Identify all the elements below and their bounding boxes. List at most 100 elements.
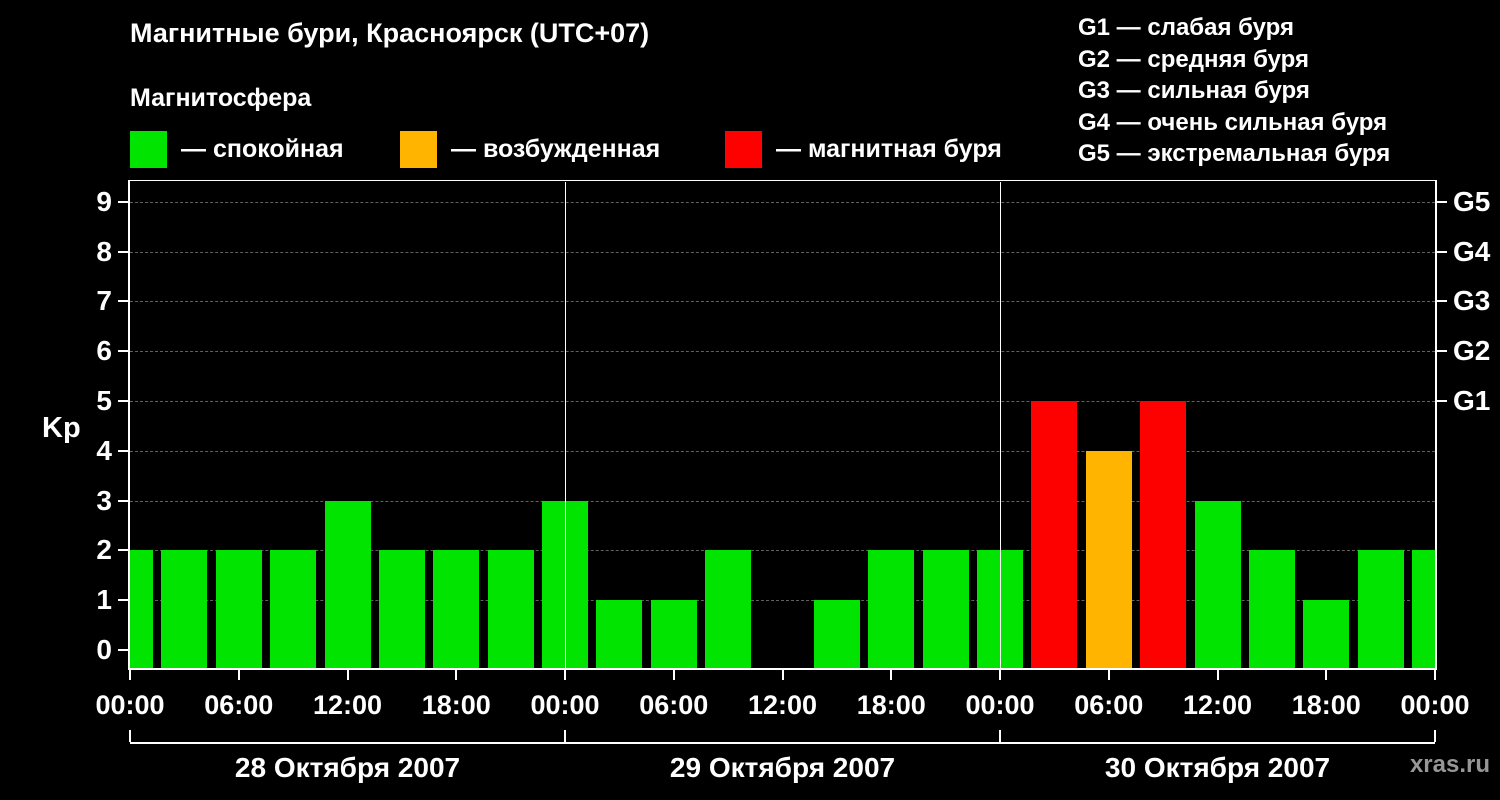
x-tick-mark <box>564 670 566 680</box>
y-tick-label: 5 <box>96 385 112 416</box>
y-tick-mark <box>118 449 128 452</box>
kp-bar <box>868 550 915 668</box>
x-tick-mark <box>237 670 240 680</box>
x-tick-mark <box>890 670 893 680</box>
y-tick-mark <box>118 350 128 353</box>
chart-title: Магнитные бури, Красноярск (UTC+07) <box>130 18 650 48</box>
plot-top-border <box>128 180 1437 181</box>
right-tick-mark <box>1437 350 1447 353</box>
date-axis-line <box>130 742 1435 744</box>
y-tick-mark <box>118 649 128 651</box>
kp-bar <box>1031 401 1078 668</box>
g4-legend-line: G4 — очень сильная буря <box>1078 108 1388 136</box>
gridline-kp9 <box>130 201 1435 203</box>
kp-bar <box>1248 550 1295 668</box>
gridline-kp7 <box>130 301 1435 303</box>
y-tick-mark <box>118 599 128 602</box>
g-level-label: G3 <box>1453 285 1491 317</box>
gridline-kp5 <box>130 401 1435 402</box>
date-label-day3: 30 Октября 2007 <box>1104 752 1331 783</box>
x-tick-mark <box>455 670 458 680</box>
excited-color-swatch-icon <box>400 131 437 168</box>
x-tick-label: 12:00 <box>312 690 383 720</box>
kp-bar <box>596 600 643 668</box>
y-tick-label: 9 <box>96 185 112 217</box>
y-tick-mark <box>118 300 128 303</box>
kp-bar <box>270 550 317 668</box>
day-boundary-line <box>1000 182 1001 668</box>
kp-bar <box>378 550 425 668</box>
x-tick-mark <box>1434 670 1436 680</box>
x-tick-mark <box>346 670 349 680</box>
kp-bar <box>922 550 969 668</box>
x-tick-mark <box>1216 670 1219 680</box>
storm-color-swatch-icon <box>725 131 762 168</box>
x-tick-label: 00:00 <box>95 690 165 720</box>
legend-label-excited: — возбужденная <box>451 135 661 163</box>
x-tick-label: 06:00 <box>204 690 274 720</box>
x-tick-mark <box>129 670 131 680</box>
legend-item-storm: — магнитная буря <box>725 131 1002 168</box>
gridline-kp8 <box>130 251 1435 253</box>
kp-bar <box>1140 401 1187 668</box>
y-tick-mark <box>118 499 128 502</box>
date-axis-tick <box>1434 730 1436 742</box>
date-axis-tick <box>999 730 1001 742</box>
kp-bar <box>1194 500 1241 668</box>
x-tick-label: 00:00 <box>965 690 1035 720</box>
kp-bar <box>1303 600 1350 668</box>
date-label-day2: 29 Октября 2007 <box>669 752 896 783</box>
y-axis-line <box>128 180 130 670</box>
x-tick-mark <box>1107 670 1110 680</box>
kp-bar-partial <box>130 550 153 668</box>
x-tick-label: 18:00 <box>1291 690 1361 720</box>
kp-bar <box>1357 550 1404 668</box>
y-tick-label: 7 <box>96 285 112 317</box>
gridline-kp3 <box>130 500 1435 502</box>
legend-label-storm: — магнитная буря <box>776 135 1002 163</box>
kp-bar <box>433 550 480 668</box>
x-tick-label: 00:00 <box>530 690 600 720</box>
y-tick-label: 0 <box>96 634 112 665</box>
magnetosphere-label: Магнитосфера <box>130 84 312 112</box>
g3-legend-line: G3 — сильная буря <box>1078 77 1310 104</box>
kp-bar <box>705 550 752 668</box>
x-tick-label: 06:00 <box>639 690 709 720</box>
y-tick-mark <box>118 549 128 552</box>
x-tick-label: 18:00 <box>856 690 926 720</box>
day-boundary-line <box>565 182 566 668</box>
y-tick-label: 2 <box>96 534 112 566</box>
y-tick-label: 6 <box>96 335 112 367</box>
kp-bar <box>324 500 371 668</box>
right-tick-mark <box>1437 200 1447 203</box>
legend-label-quiet: — спокойная <box>181 135 344 163</box>
legend-item-excited: — возбужденная <box>400 131 660 168</box>
g1-legend-line: G1 — слабая буря <box>1078 14 1295 41</box>
x-tick-mark <box>672 670 675 680</box>
x-tick-mark <box>1325 670 1328 680</box>
kp-bar <box>650 600 697 668</box>
date-axis-tick <box>564 730 566 742</box>
y-tick-label: 1 <box>96 584 112 616</box>
gridline-kp1 <box>130 600 1435 602</box>
x-tick-label: 12:00 <box>1182 690 1253 720</box>
legend-item-quiet: — спокойная <box>130 131 344 168</box>
g-level-label: G2 <box>1453 335 1491 367</box>
kp-bar <box>1412 550 1435 668</box>
x-axis-line <box>128 668 1437 670</box>
y-tick-label: 3 <box>96 484 112 516</box>
kp-bar <box>1085 450 1132 668</box>
x-tick-mark <box>781 670 784 680</box>
y-tick-mark <box>118 200 128 203</box>
watermark: xras.ru <box>1409 751 1490 778</box>
date-label-day1: 28 Октября 2007 <box>234 752 461 783</box>
y-tick-mark <box>118 400 128 402</box>
kp-bar <box>161 550 208 668</box>
x-tick-label: 18:00 <box>421 690 491 720</box>
right-tick-mark <box>1437 300 1447 303</box>
g-scale-legend: G1 — слабая буря G2 — средняя буря G3 — … <box>1078 12 1390 170</box>
kp-bar <box>215 550 262 668</box>
kp-bar <box>487 550 534 668</box>
y-tick-label: 8 <box>96 235 112 267</box>
